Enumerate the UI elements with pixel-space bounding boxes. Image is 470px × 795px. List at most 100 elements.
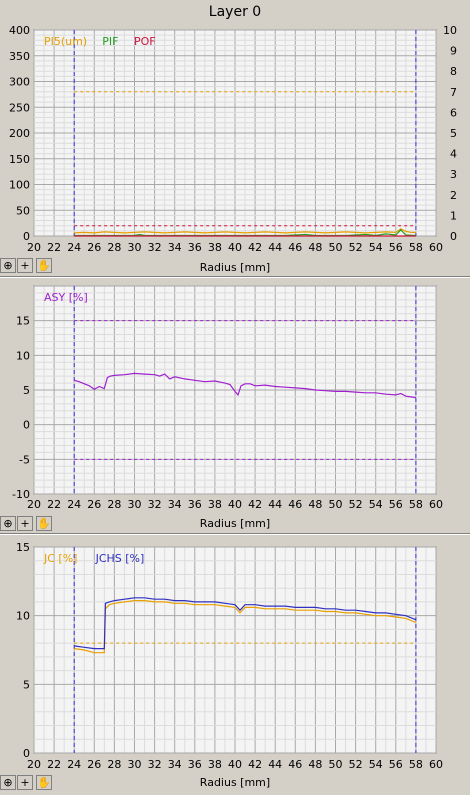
x-tick-label: 38 — [208, 241, 222, 254]
x-tick-label: 20 — [27, 241, 41, 254]
y-tick-label: 100 — [9, 179, 30, 192]
panel-divider — [0, 276, 470, 278]
y-tick-label: 10 — [16, 610, 30, 623]
legend-entry: PIF — [102, 35, 118, 48]
x-tick-label: 46 — [288, 241, 302, 254]
y2-tick-label: 6 — [450, 106, 457, 119]
x-tick-label: 54 — [369, 241, 383, 254]
legend-entry: JC [%] — [43, 552, 77, 565]
x-tick-label: 50 — [329, 241, 343, 254]
zoom-icon[interactable]: ⊕ — [0, 258, 16, 273]
x-tick-label: 48 — [308, 758, 322, 771]
legend-entry: JCHS [%] — [95, 552, 145, 565]
crosshair-icon[interactable]: + — [17, 516, 33, 531]
y-tick-label: 15 — [16, 541, 30, 554]
x-tick-label: 42 — [248, 241, 262, 254]
y2-tick-label: 4 — [450, 148, 457, 161]
y2-tick-label: 2 — [450, 189, 457, 202]
series-line — [74, 228, 416, 234]
x-tick-label: 20 — [27, 498, 41, 511]
y-tick-label: 150 — [9, 153, 30, 166]
x-tick-label: 24 — [67, 758, 81, 771]
y-tick-label: 0 — [23, 747, 30, 760]
x-tick-label: 36 — [188, 241, 202, 254]
y-tick-label: 250 — [9, 101, 30, 114]
x-axis-label: Radius [mm] — [200, 517, 270, 530]
y-tick-label: 0 — [23, 230, 30, 243]
chart-asy: 20 22 24 26 28 30 32 34 36 38 40 42 44 46 48 50 52 54 56 58… — [12, 285, 443, 530]
y-tick-label: 0 — [23, 419, 30, 432]
x-tick-label: 56 — [389, 758, 403, 771]
pan-hand-icon[interactable]: ✋ — [36, 775, 52, 790]
y-tick-label: -10 — [12, 488, 30, 501]
chart-pi5-pif-pof: 20 22 24 26 28 30 32 34 36 38 40 42 44 46 48 50 52 54 56 58… — [9, 24, 457, 274]
x-tick-label: 46 — [288, 758, 302, 771]
x-tick-label: 42 — [248, 498, 262, 511]
x-tick-label: 60 — [429, 498, 443, 511]
series-line — [74, 599, 417, 654]
y-tick-label: 50 — [16, 204, 30, 217]
x-tick-label: 36 — [188, 498, 202, 511]
panel-divider — [0, 533, 470, 535]
y2-tick-label: 1 — [450, 209, 457, 222]
x-tick-label: 52 — [349, 241, 363, 254]
x-tick-label: 50 — [329, 758, 343, 771]
x-tick-label: 40 — [228, 758, 242, 771]
x-tick-label: 22 — [47, 241, 61, 254]
y2-tick-label: 9 — [450, 45, 457, 58]
y2-tick-label: 8 — [450, 65, 457, 78]
y2-tick-label: 7 — [450, 86, 457, 99]
x-tick-label: 58 — [409, 758, 423, 771]
chart-panel-asy: 20 22 24 26 28 30 32 34 36 38 40 42 44 46 48 50 52 54 56 58… — [0, 278, 470, 532]
series-line — [74, 597, 417, 650]
x-tick-label: 30 — [128, 498, 142, 511]
y-tick-label: 15 — [16, 315, 30, 328]
x-tick-label: 28 — [107, 241, 121, 254]
zoom-icon[interactable]: ⊕ — [0, 775, 16, 790]
crosshair-icon[interactable]: + — [17, 258, 33, 273]
x-tick-label: 48 — [308, 498, 322, 511]
x-tick-label: 20 — [27, 758, 41, 771]
x-axis-label: Radius [mm] — [200, 776, 270, 789]
pan-hand-icon[interactable]: ✋ — [36, 516, 52, 531]
crosshair-icon[interactable]: + — [17, 775, 33, 790]
chart-jc-jchs: 20 22 24 26 28 30 32 34 36 38 40 42 44 46 48 50 52 54 56 58… — [16, 541, 443, 789]
y-tick-label: 5 — [23, 678, 30, 691]
x-tick-label: 26 — [87, 498, 101, 511]
x-tick-label: 60 — [429, 758, 443, 771]
pan-hand-icon[interactable]: ✋ — [36, 258, 52, 273]
x-tick-label: 40 — [228, 498, 242, 511]
x-tick-label: 30 — [128, 241, 142, 254]
x-tick-label: 46 — [288, 498, 302, 511]
x-tick-label: 38 — [208, 498, 222, 511]
x-tick-label: 26 — [87, 241, 101, 254]
x-tick-label: 22 — [47, 758, 61, 771]
x-tick-label: 44 — [268, 498, 282, 511]
x-tick-label: 32 — [148, 758, 162, 771]
y-tick-label: 10 — [16, 349, 30, 362]
x-tick-label: 34 — [168, 498, 182, 511]
x-tick-label: 32 — [148, 498, 162, 511]
chart-panel-jc-jchs: 20 22 24 26 28 30 32 34 36 38 40 42 44 46 48 50 52 54 56 58… — [0, 535, 470, 791]
y-tick-label: 400 — [9, 24, 30, 37]
x-tick-label: 44 — [268, 758, 282, 771]
x-tick-label: 60 — [429, 241, 443, 254]
x-tick-label: 32 — [148, 241, 162, 254]
y-tick-label: 200 — [9, 127, 30, 140]
x-tick-label: 24 — [67, 241, 81, 254]
x-tick-label: 28 — [107, 498, 121, 511]
page-title: Layer 0 — [208, 4, 262, 20]
y-tick-label: -5 — [19, 453, 30, 466]
zoom-icon[interactable]: ⊕ — [0, 516, 16, 531]
series-line — [74, 372, 416, 399]
x-tick-label: 52 — [349, 498, 363, 511]
x-tick-label: 44 — [268, 241, 282, 254]
y2-tick-label: 5 — [450, 127, 457, 140]
x-tick-label: 26 — [87, 758, 101, 771]
legend-entry: POF — [134, 35, 156, 48]
x-tick-label: 42 — [248, 758, 262, 771]
x-tick-label: 48 — [308, 241, 322, 254]
legend-entry: ASY [%] — [44, 291, 88, 304]
x-tick-label: 56 — [389, 241, 403, 254]
x-tick-label: 58 — [409, 498, 423, 511]
